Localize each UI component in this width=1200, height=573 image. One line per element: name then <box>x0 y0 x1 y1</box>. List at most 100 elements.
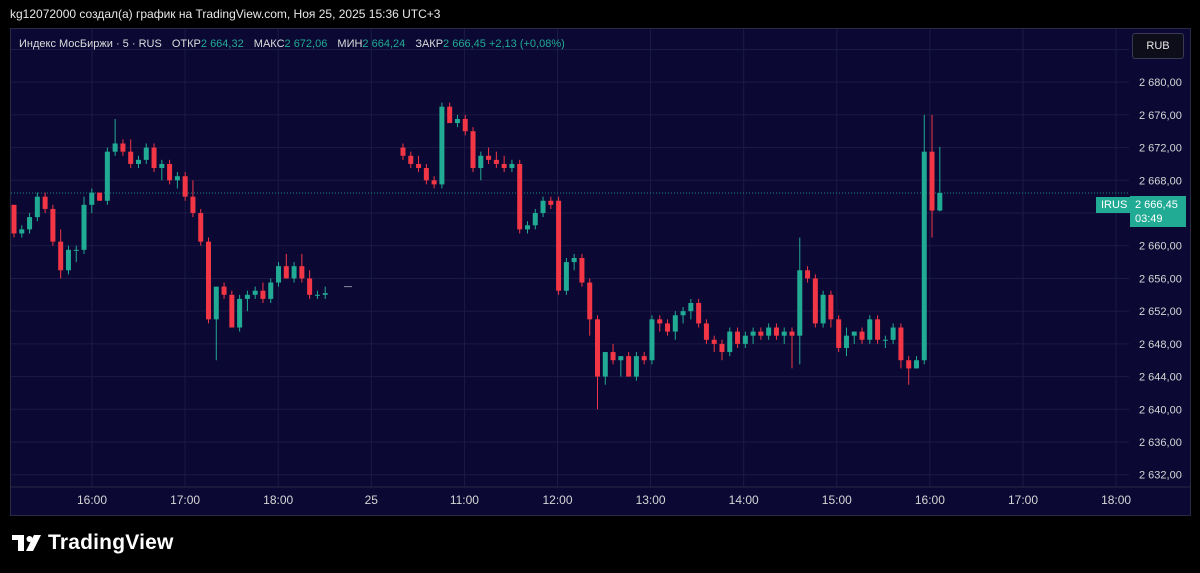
candle-body <box>198 213 204 242</box>
candle-body <box>174 176 180 181</box>
candle-body <box>229 294 235 328</box>
currency-button[interactable]: RUB <box>1132 33 1184 59</box>
x-tick-label: 17:00 <box>1008 493 1038 507</box>
candle-body <box>665 323 671 332</box>
tradingview-wordmark: TradingView <box>48 531 174 554</box>
candle-body <box>781 331 787 336</box>
x-tick-label: 14:00 <box>729 493 759 507</box>
candle-body <box>408 155 414 164</box>
candle-body <box>182 176 188 197</box>
candle-body <box>291 266 297 279</box>
x-tick-label: 12:00 <box>542 493 572 507</box>
candle-body <box>260 290 266 299</box>
chart-attribution: kg12072000 создал(а) график на TradingVi… <box>10 7 441 21</box>
candlestick-chart[interactable]: 2 632,00 2 636,00 2 640,00 2 644,00 2 648,00… <box>11 29 1190 515</box>
candle-body <box>27 217 33 230</box>
x-tick-label: 16:00 <box>915 493 945 507</box>
candle-body <box>595 319 600 377</box>
candle-body <box>120 143 126 152</box>
candle-body <box>906 360 912 369</box>
candle-body <box>159 163 165 169</box>
candle-body <box>112 143 118 152</box>
close-label: ЗАКР <box>415 38 444 50</box>
candle-body <box>81 204 87 250</box>
x-tick-label: 17:00 <box>170 493 200 507</box>
x-tick-label: 11:00 <box>450 493 479 507</box>
candle-body <box>929 151 935 211</box>
candle-body <box>299 266 305 279</box>
candle-body <box>400 147 406 156</box>
candle-body <box>867 319 873 340</box>
candle-body <box>571 258 577 263</box>
chart-panel[interactable]: 2 632,00 2 636,00 2 640,00 2 644,00 2 648,00… <box>10 28 1191 516</box>
candle-body <box>649 319 655 361</box>
y-tick-label: 2 636,00 <box>1139 437 1182 449</box>
candle-body <box>556 200 562 291</box>
y-tick-label: 2 660,00 <box>1139 241 1182 253</box>
y-tick-label: 2 644,00 <box>1139 372 1182 384</box>
candle-body <box>42 196 48 209</box>
candle-body <box>843 335 849 348</box>
candle-body <box>322 293 328 295</box>
candle-body <box>276 266 282 283</box>
candle-body <box>633 356 639 377</box>
candle-body <box>19 229 25 234</box>
x-tick-label: 25 <box>365 493 379 507</box>
candle-body <box>882 339 888 341</box>
tradingview-logo[interactable]: TradingView <box>12 531 174 555</box>
candle-body <box>213 286 219 320</box>
candle-body <box>431 180 437 185</box>
candle-body <box>104 151 110 201</box>
candle-body <box>478 155 484 169</box>
x-tick-label: 15:00 <box>822 493 852 507</box>
candle-body <box>439 106 445 185</box>
candle-body <box>486 155 492 160</box>
candle-body <box>447 106 453 124</box>
symbol-tag: IRUS <box>1096 197 1133 213</box>
candle-body <box>672 315 678 332</box>
candle-body <box>190 196 196 214</box>
candle-body <box>206 241 211 320</box>
candle-body <box>462 118 468 132</box>
candle-body <box>805 270 811 279</box>
candle-body <box>540 200 546 214</box>
candle-body <box>58 241 64 271</box>
candle-body <box>252 290 258 295</box>
candle-body <box>921 151 927 361</box>
candle-body <box>688 302 694 312</box>
candle-body <box>875 319 881 340</box>
instrument-name[interactable]: Индекс МосБиржи · 5 · RUS <box>19 38 162 50</box>
candle-body <box>898 327 904 361</box>
candle-body <box>641 356 647 361</box>
candle-body <box>766 327 772 336</box>
y-tick-label: 2 652,00 <box>1139 306 1182 318</box>
candle-body <box>610 352 616 361</box>
y-tick-label: 2 668,00 <box>1139 175 1182 187</box>
candle-body <box>602 352 608 377</box>
candle-body <box>937 192 943 211</box>
candle-body <box>416 163 422 169</box>
candle-body <box>836 319 842 348</box>
candle-body <box>820 294 826 324</box>
candle-body <box>524 225 530 230</box>
candle-body <box>454 118 460 124</box>
candle-body <box>268 282 274 299</box>
candle-body <box>509 163 515 169</box>
candle-body <box>758 331 764 336</box>
candle-body <box>65 249 71 271</box>
x-tick-label: 18:00 <box>263 493 293 507</box>
candle-body <box>890 327 896 340</box>
low-label: МИН <box>337 38 363 50</box>
candle-body <box>859 331 865 340</box>
x-tick-label: 18:00 <box>1101 493 1131 507</box>
candle-body <box>657 319 663 324</box>
candle-body <box>773 327 779 336</box>
candle-body <box>501 163 507 169</box>
candle-body <box>618 356 624 361</box>
candle-body <box>812 278 818 324</box>
candle-body <box>143 147 149 160</box>
candle-body <box>73 249 79 251</box>
last-price-tag: 2 666,45 03:49 <box>1130 196 1186 227</box>
candle-body <box>789 331 795 336</box>
candle-body <box>470 131 476 169</box>
